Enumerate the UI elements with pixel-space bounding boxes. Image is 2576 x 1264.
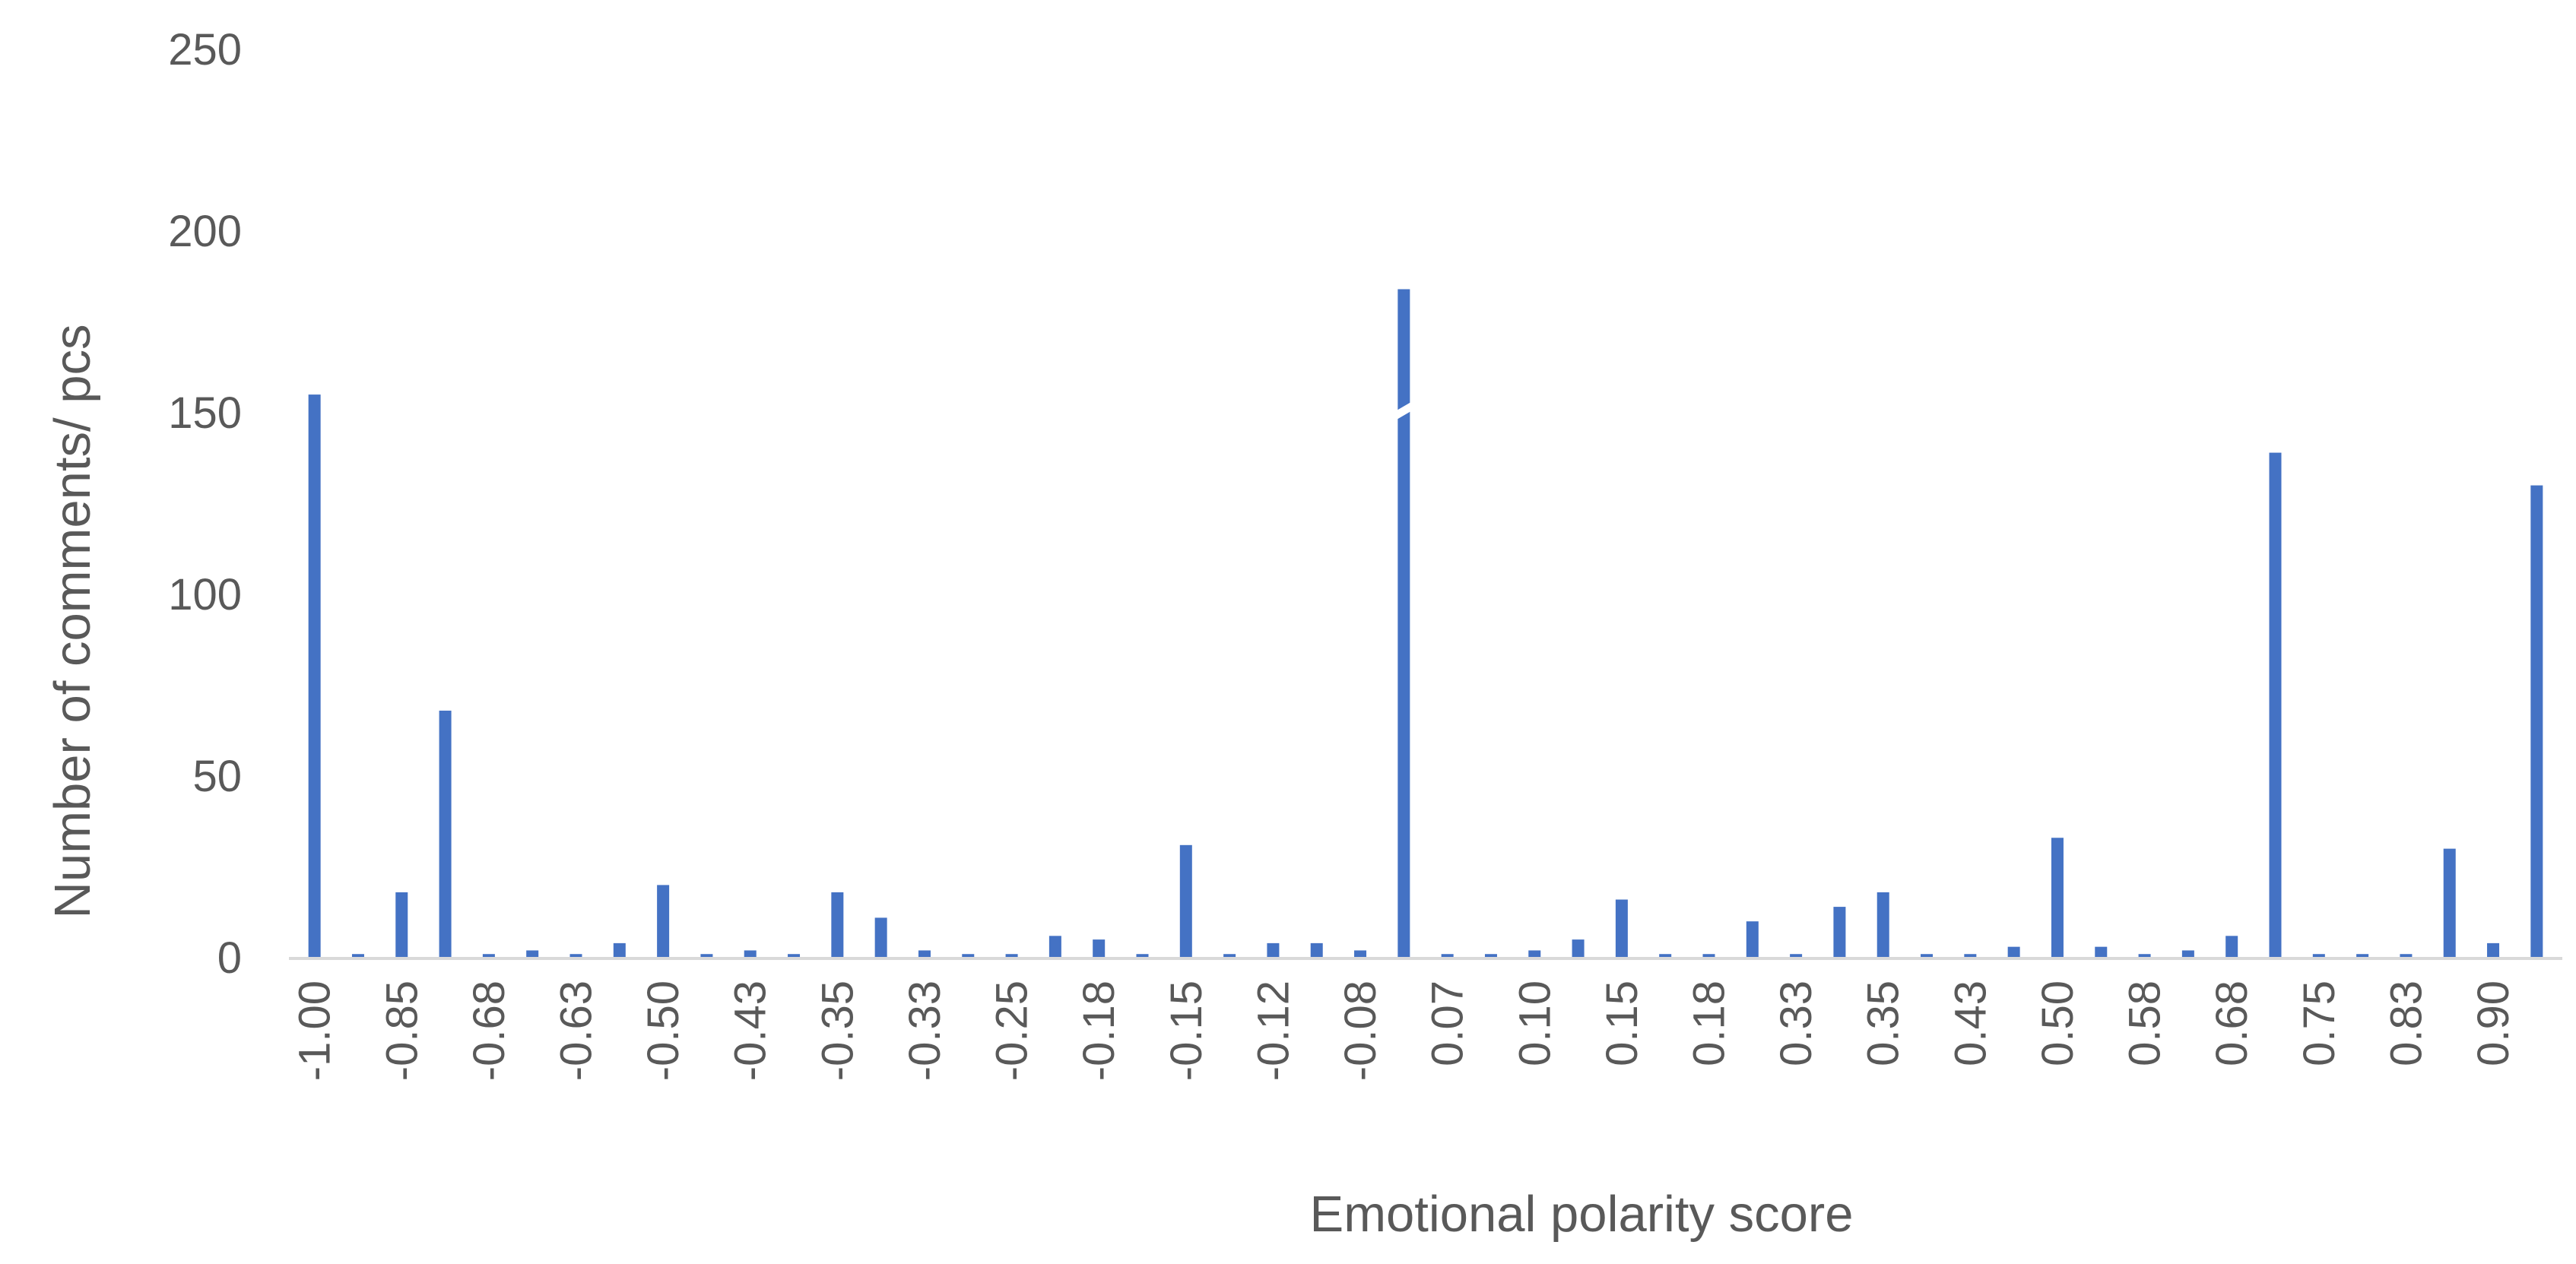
x-tick-label: -0.50 xyxy=(639,980,688,1081)
bar xyxy=(1005,954,1018,958)
x-tick-label: 0.07 xyxy=(1423,980,1473,1066)
x-tick-label: 0.68 xyxy=(2207,980,2257,1066)
bar xyxy=(788,954,801,958)
bar xyxy=(2225,936,2238,958)
bar xyxy=(1746,921,1759,958)
x-tick-label: -0.12 xyxy=(1248,980,1298,1081)
bar xyxy=(1790,954,1803,958)
x-tick-label: 0.75 xyxy=(2295,980,2344,1066)
bar xyxy=(2138,954,2151,958)
bar xyxy=(2487,942,2500,958)
bar xyxy=(439,710,452,958)
y-tick-labels: 0 50 100 150 200 250 xyxy=(168,25,242,983)
x-tick-labels: -1.00 -0.85 -0.68 -0.63 -0.50 -0.43 -0.35 -0.33… xyxy=(290,980,2518,1081)
bar xyxy=(351,954,364,958)
bar xyxy=(395,892,408,958)
bar xyxy=(2530,485,2543,958)
bar xyxy=(831,892,844,958)
bar xyxy=(1484,954,1497,958)
y-tick-label: 100 xyxy=(168,570,242,619)
bar xyxy=(1876,892,1889,958)
bar xyxy=(2356,954,2369,958)
x-tick-label: 0.15 xyxy=(1597,980,1647,1066)
bar xyxy=(1964,954,1977,958)
bar xyxy=(569,954,582,958)
x-tick-label: -1.00 xyxy=(290,980,340,1081)
bar xyxy=(2269,452,2282,958)
x-tick-label: -0.08 xyxy=(1336,980,1385,1081)
x-tick-label: 0.18 xyxy=(1685,980,1734,1066)
bar xyxy=(1702,954,1715,958)
x-tick-label: -0.85 xyxy=(377,980,427,1081)
x-tick-label: 0.35 xyxy=(1859,980,1908,1066)
x-tick-label: 0.83 xyxy=(2381,980,2431,1066)
bar xyxy=(2443,848,2456,958)
x-tick-label: 0.50 xyxy=(2033,980,2083,1066)
y-tick-label: 200 xyxy=(168,207,242,256)
y-tick-label: 50 xyxy=(192,752,242,801)
bar xyxy=(657,885,670,958)
bar xyxy=(2312,954,2325,958)
bar xyxy=(2051,838,2064,958)
bar xyxy=(482,954,495,958)
y-tick-label: 250 xyxy=(168,25,242,74)
bar xyxy=(1397,289,1410,958)
bar xyxy=(2095,946,2108,958)
x-tick-label: -0.35 xyxy=(813,980,862,1081)
x-tick-label: 0.33 xyxy=(1772,980,1821,1066)
x-tick-label: 0.43 xyxy=(1946,980,1995,1066)
bar xyxy=(308,394,321,958)
bar xyxy=(1267,942,1280,958)
bar xyxy=(1528,950,1541,958)
bar xyxy=(1093,939,1106,958)
bar xyxy=(613,942,626,958)
bar xyxy=(1441,954,1454,958)
bar xyxy=(918,950,931,958)
x-tick-label: -0.15 xyxy=(1162,980,1211,1081)
y-tick-label: 150 xyxy=(168,388,242,438)
x-axis-title: Emotional polarity score xyxy=(1310,1186,1854,1243)
bar xyxy=(2181,950,2194,958)
bar xyxy=(874,917,887,958)
x-tick-label: -0.25 xyxy=(988,980,1037,1081)
bar xyxy=(962,954,975,958)
bar xyxy=(744,950,757,958)
y-tick-label: 0 xyxy=(217,933,242,983)
x-tick-label: 0.58 xyxy=(2121,980,2170,1066)
bar xyxy=(1310,942,1323,958)
axis-break-mark xyxy=(1394,401,1413,421)
bar xyxy=(1136,954,1149,958)
bar xyxy=(1354,950,1367,958)
bar xyxy=(1223,954,1236,958)
x-tick-label: 0.90 xyxy=(2469,980,2518,1066)
x-tick-label: -0.33 xyxy=(900,980,950,1081)
bar xyxy=(1921,954,1934,958)
bar xyxy=(1833,907,1846,958)
bar xyxy=(2400,954,2413,958)
x-tick-label: 0.10 xyxy=(1510,980,1559,1066)
bars-layer xyxy=(308,289,2543,958)
bar xyxy=(1659,954,1672,958)
x-tick-label: -0.68 xyxy=(465,980,514,1081)
x-tick-label: -0.43 xyxy=(726,980,776,1081)
x-tick-label: -0.18 xyxy=(1074,980,1124,1081)
bar xyxy=(1048,936,1061,958)
bar xyxy=(526,950,539,958)
bar xyxy=(1615,899,1628,958)
x-tick-label: -0.63 xyxy=(552,980,601,1081)
bar xyxy=(1572,939,1585,958)
bar xyxy=(2007,946,2020,958)
bar xyxy=(1179,844,1192,958)
bar xyxy=(700,954,713,958)
y-axis-title: Number of comments/ pcs xyxy=(44,325,101,919)
